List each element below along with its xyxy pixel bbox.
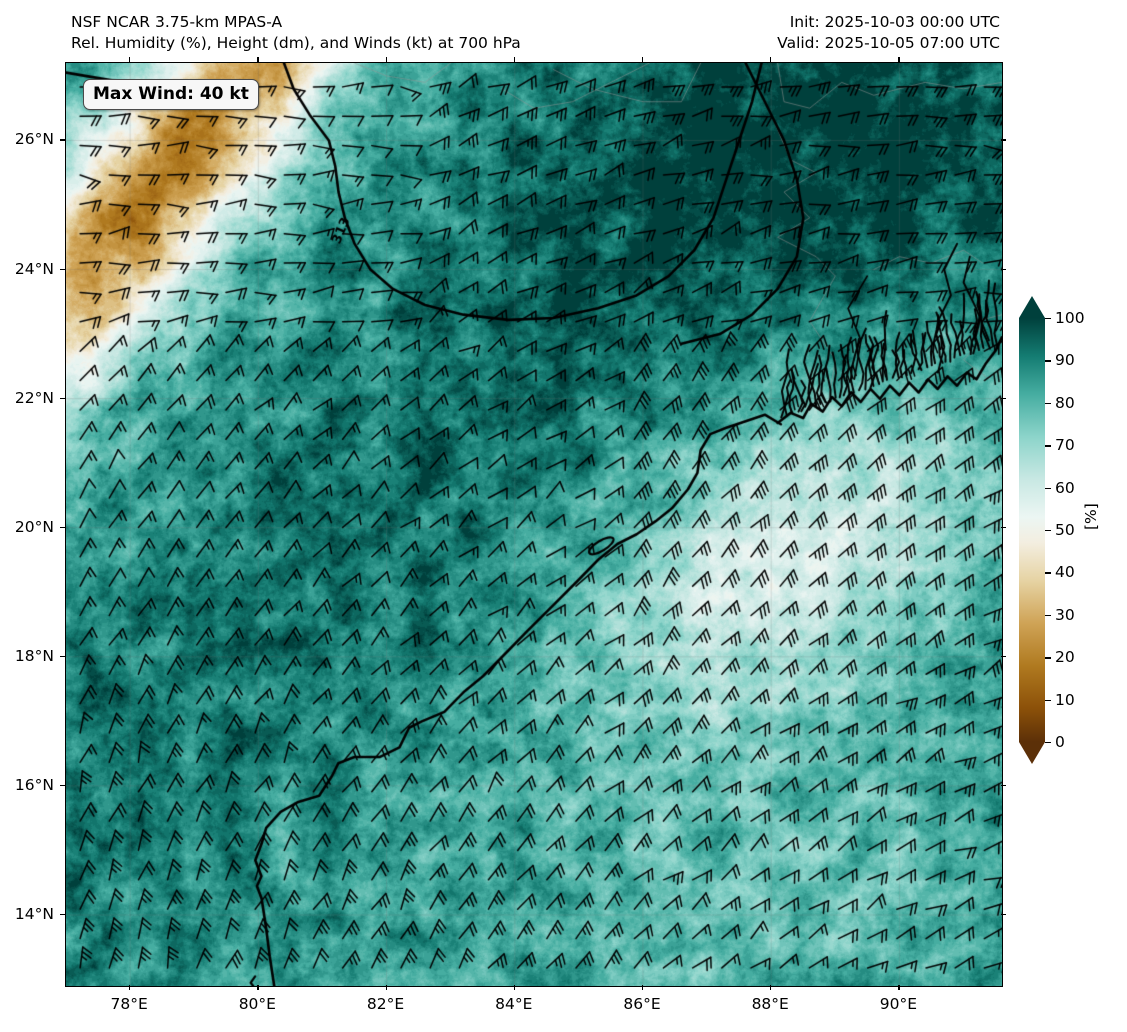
y-tick: [1001, 784, 1006, 787]
colorbar-tick: [1045, 487, 1051, 489]
y-tick: [60, 139, 65, 141]
model-name: NSF NCAR 3.75-km MPAS-A: [71, 13, 283, 31]
y-tick: [1001, 526, 1006, 528]
colorbar-tick: [1045, 445, 1051, 447]
colorbar-tick: [1045, 572, 1051, 574]
colorbar-tick: [1045, 318, 1051, 320]
x-tick: [641, 57, 644, 62]
y-tick: [1001, 914, 1006, 916]
colorbar: 0 10 20 30 40 50 60 70 80 90 100: [1019, 296, 1085, 764]
valid-time: Valid: 2025-10-05 07:00 UTC: [777, 34, 1000, 52]
y-tick: [60, 268, 65, 270]
y-tick: [60, 914, 65, 916]
field-description: Rel. Humidity (%), Height (dm), and Wind…: [71, 34, 521, 52]
y-tick: [1001, 655, 1006, 657]
x-tick: [385, 985, 387, 990]
y-tick-label: 24°N: [14, 259, 54, 278]
figure-title-left: NSF NCAR 3.75-km MPAS-A Rel. Humidity (%…: [71, 12, 521, 54]
x-tick-label: 88°E: [751, 995, 789, 1013]
colorbar-tick: [1045, 742, 1051, 744]
x-tick-label: 78°E: [110, 995, 148, 1013]
x-tick: [257, 57, 259, 62]
x-tick: [129, 57, 131, 62]
max-wind-annotation: Max Wind: 40 kt: [83, 79, 259, 110]
colorbar-tick-label: 10: [1055, 690, 1075, 709]
x-tick-label: 80°E: [238, 995, 276, 1013]
colorbar-extend-max-arrow: [1019, 296, 1045, 318]
x-tick: [385, 57, 387, 62]
colorbar-tick: [1045, 614, 1051, 617]
coastlines-contours-windbarbs: [66, 63, 1002, 986]
colorbar-tick-label: 70: [1055, 436, 1075, 455]
colorbar-tick-label: 80: [1055, 393, 1075, 412]
x-tick-label: 84°E: [495, 995, 533, 1013]
map-plot-area: [65, 62, 1003, 987]
x-tick-label: 86°E: [623, 995, 661, 1013]
colorbar-tick-label: 90: [1055, 351, 1075, 370]
figure-title-right: Init: 2025-10-03 00:00 UTC Valid: 2025-1…: [777, 12, 1000, 54]
colorbar-tick: [1045, 530, 1051, 532]
colorbar-tick: [1045, 360, 1051, 362]
colorbar-tick: [1045, 699, 1051, 701]
x-tick: [129, 985, 131, 990]
colorbar-tick-label: 20: [1055, 648, 1075, 667]
y-tick-label: 18°N: [14, 646, 54, 665]
x-tick-label: 90°E: [879, 995, 918, 1013]
y-tick: [1001, 268, 1006, 270]
x-tick: [770, 57, 772, 62]
colorbar-tick-label: 30: [1055, 605, 1075, 624]
y-tick-label: 16°N: [14, 775, 54, 794]
y-tick-label: 20°N: [14, 517, 54, 536]
y-tick-label: 14°N: [14, 905, 54, 923]
colorbar-tick-label: 60: [1055, 478, 1075, 497]
x-tick: [898, 985, 900, 990]
init-time: Init: 2025-10-03 00:00 UTC: [789, 13, 1000, 31]
y-tick: [60, 397, 65, 399]
y-tick: [60, 526, 65, 528]
colorbar-gradient: [1019, 318, 1045, 742]
y-tick: [1001, 397, 1006, 399]
colorbar-tick-label: 50: [1055, 521, 1075, 539]
colorbar-tick-label: 0: [1055, 733, 1065, 751]
colorbar-unit-label: [%]: [1082, 503, 1100, 530]
x-tick: [257, 985, 259, 990]
x-tick: [770, 985, 772, 990]
y-tick: [60, 784, 65, 787]
colorbar-tick: [1045, 657, 1051, 659]
x-tick: [513, 57, 515, 62]
x-tick: [898, 57, 900, 62]
x-tick-label: 82°E: [366, 995, 405, 1013]
y-tick-label: 22°N: [14, 388, 54, 407]
y-tick: [60, 655, 65, 657]
colorbar-tick: [1045, 402, 1051, 405]
colorbar-tick-label: 40: [1055, 563, 1075, 582]
y-tick: [1001, 139, 1006, 141]
colorbar-extend-min-arrow: [1019, 742, 1045, 764]
x-tick: [641, 985, 644, 990]
x-tick: [513, 985, 515, 990]
y-tick-label: 26°N: [14, 130, 54, 149]
colorbar-tick-label: 100: [1055, 309, 1085, 327]
